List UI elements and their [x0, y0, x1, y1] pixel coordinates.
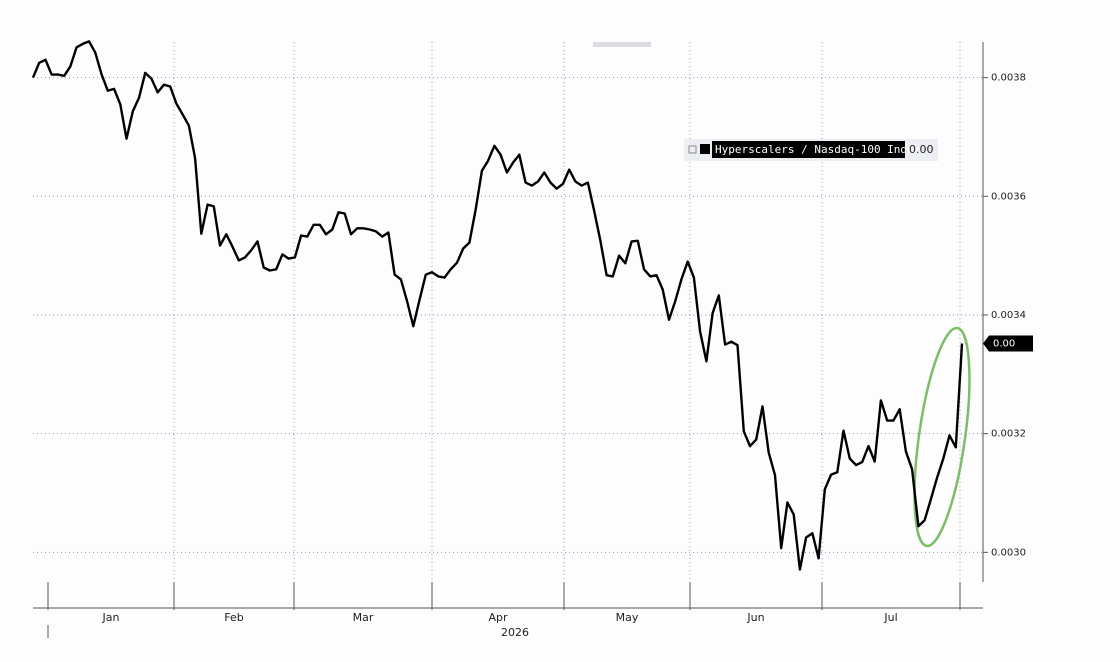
x-tick-label: Apr [488, 611, 508, 624]
y-tick-label: 0.0032 [991, 429, 1026, 440]
legend: Hyperscalers / Nasdaq-100 Index 0.00 [684, 139, 938, 161]
x-tick-label: Jan [102, 611, 120, 624]
last-value-label: 0.00 [993, 338, 1015, 349]
x-tick-label: Feb [224, 611, 243, 624]
legend-value: 0.00 [909, 143, 934, 156]
legend-swatch [700, 144, 710, 154]
legend-label: Hyperscalers / Nasdaq-100 Index [715, 143, 921, 156]
x-tick-label: May [616, 611, 639, 624]
legend-highlight [712, 141, 905, 158]
y-tick-label: 0.0038 [991, 73, 1026, 84]
year-label: 2026 [501, 626, 529, 639]
x-tick-label: Mar [353, 611, 374, 624]
highlight-ellipse [913, 326, 971, 548]
y-tick-label: 0.0036 [991, 191, 1026, 202]
line-series [31, 40, 964, 571]
last-value-tag [983, 335, 1033, 352]
legend-icon [688, 145, 697, 154]
x-tick-label: Jul [883, 611, 897, 624]
y-tick-label: 0.0034 [991, 310, 1026, 321]
decor [593, 42, 651, 47]
x-tick-label: Jun [746, 611, 764, 624]
y-tick-label: 0.0030 [991, 547, 1026, 558]
